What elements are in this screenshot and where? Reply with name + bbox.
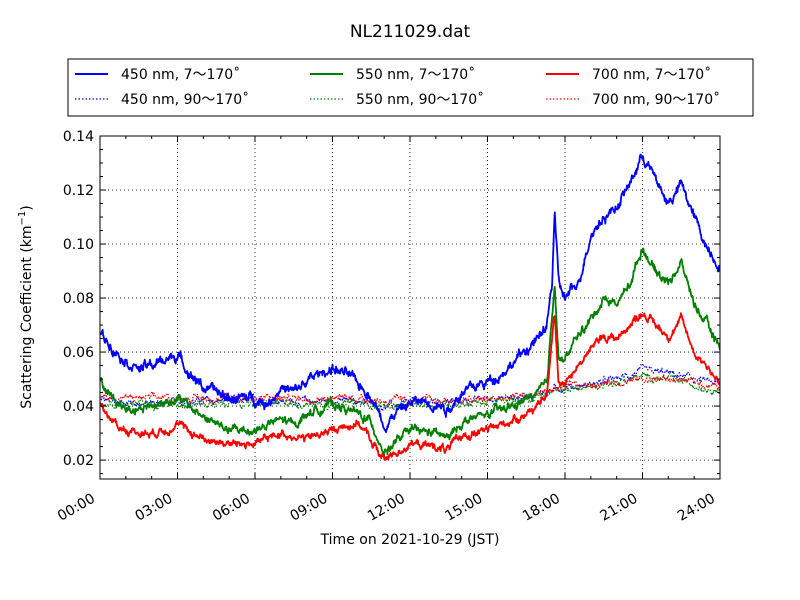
y-tick-label: 0.04 (63, 399, 94, 415)
y-axis-title: Scattering Coefficient (km−1) (17, 205, 35, 409)
y-tick-label: 0.06 (63, 345, 94, 361)
y-tick-labels: 0.02 0.04 0.06 0.08 0.10 0.12 0.14 (63, 129, 94, 469)
series-layer (100, 153, 720, 461)
x-axis-title: Time on 2021-10-29 (JST) (320, 532, 500, 548)
legend-label-2: 700 nm, 7～170˚ (592, 66, 711, 83)
y-tick-label: 0.12 (63, 183, 94, 199)
legend-label-3: 450 nm, 90～170˚ (121, 91, 249, 108)
series-line-0 (100, 153, 720, 434)
plot-area (99, 135, 721, 480)
chart-title: NL211029.dat (350, 22, 471, 42)
y-axis-title-main: Scattering Coefficient (km (19, 225, 35, 408)
y-tick-label: 0.14 (63, 129, 94, 145)
plot-background (100, 136, 720, 479)
legend-label-1: 550 nm, 7～170˚ (356, 66, 475, 83)
legend: 450 nm, 7～170˚ 550 nm, 7～170˚ 700 nm, 7～17… (67, 58, 754, 117)
legend-frame (67, 58, 754, 117)
series-line-1 (100, 247, 720, 457)
legend-label-5: 700 nm, 90～170˚ (592, 91, 720, 108)
legend-label-0: 450 nm, 7～170˚ (121, 66, 240, 83)
y-axis-title-end: ) (19, 205, 35, 210)
series-line-5 (100, 373, 720, 407)
legend-label-4: 550 nm, 90～170˚ (356, 91, 484, 108)
y-tick-label: 0.10 (63, 237, 94, 253)
ticks (99, 135, 721, 479)
y-axis-title-sup: −1 (17, 211, 28, 226)
series-line-2 (100, 312, 720, 461)
y-tick-label: 0.08 (63, 291, 94, 307)
y-tick-label: 0.02 (63, 453, 94, 469)
